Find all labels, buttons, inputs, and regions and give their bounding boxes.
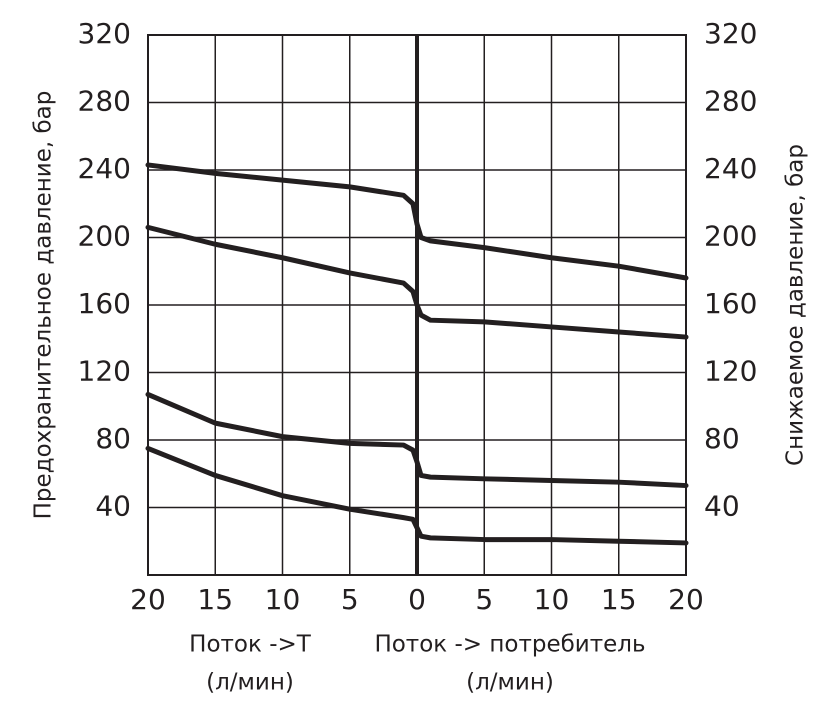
line-series — [145, 391, 689, 489]
x-axis-unit: (л/мин) — [206, 670, 294, 696]
y2-tick-label: 80 — [704, 422, 740, 455]
y2-tick-label: 120 — [704, 355, 757, 388]
x-axis-label: Поток ->T — [189, 632, 312, 658]
y2-axis-label: Снижаемое давление, бар — [783, 144, 809, 466]
y-tick-label: 120 — [78, 355, 131, 388]
x-tick-label: 20 — [130, 583, 166, 616]
y-tick-label: 200 — [78, 220, 131, 253]
y-tick-label: 80 — [95, 422, 131, 455]
line-series — [145, 445, 689, 546]
y2-tick-label: 280 — [704, 85, 757, 118]
y-tick-label: 160 — [78, 287, 131, 320]
y2-tick-label: 200 — [704, 220, 757, 253]
x-tick-label: 15 — [601, 583, 637, 616]
y-tick-label: 280 — [78, 85, 131, 118]
x-axis-label: Поток -> потребитель — [374, 632, 645, 658]
y2-tick-label: 240 — [704, 152, 757, 185]
x-tick-label: 20 — [668, 583, 704, 616]
line-series — [145, 162, 689, 281]
y-tick-label: 240 — [78, 152, 131, 185]
x-tick-label: 5 — [475, 583, 493, 616]
y-axis-label: Предохранительное давление, бар — [31, 91, 57, 520]
y-tick-label: 40 — [95, 490, 131, 523]
x-tick-label: 0 — [408, 583, 426, 616]
x-axis-unit: (л/мин) — [466, 670, 554, 696]
x-tick-label: 10 — [534, 583, 570, 616]
x-tick-label: 10 — [265, 583, 301, 616]
y2-tick-label: 320 — [704, 17, 757, 50]
x-tick-label: 15 — [197, 583, 233, 616]
line-series — [145, 224, 689, 340]
y-tick-label: 320 — [78, 17, 131, 50]
y2-tick-label: 40 — [704, 490, 740, 523]
x-tick-label: 5 — [341, 583, 359, 616]
y2-tick-label: 160 — [704, 287, 757, 320]
